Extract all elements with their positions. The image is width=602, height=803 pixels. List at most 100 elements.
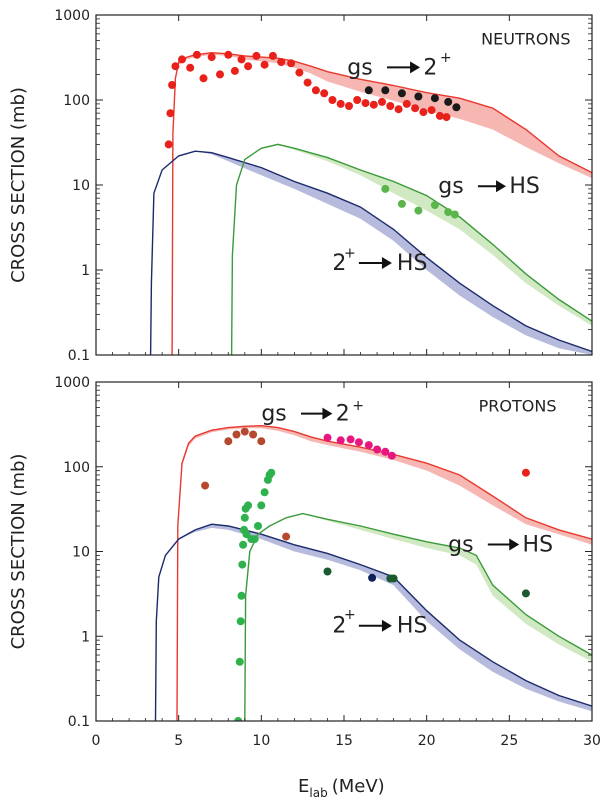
data-point <box>164 140 173 149</box>
x-tick-label: 20 <box>418 733 436 749</box>
data-point <box>387 451 396 460</box>
series-line-2 <box>149 150 592 355</box>
data-point <box>311 86 320 95</box>
x-tick-label: 25 <box>500 733 518 749</box>
x-axis-label: Elab (MeV) <box>298 776 385 800</box>
data-point <box>240 513 249 522</box>
label-2plus-to-hs-plus: + <box>344 607 356 623</box>
y-tick-label: 100 <box>63 93 90 109</box>
x-tick-label: 15 <box>335 733 353 749</box>
data-point <box>414 92 423 101</box>
data-point <box>249 430 258 439</box>
data-point <box>450 210 459 219</box>
data-point <box>178 55 186 64</box>
plot-area <box>149 50 592 355</box>
label-2plus-to-hs-plus: + <box>344 246 356 262</box>
series-band-1 <box>177 425 592 721</box>
arrow-gs-to-hs-head <box>496 180 507 193</box>
data-point <box>353 96 362 104</box>
data-point <box>323 433 332 442</box>
data-point <box>240 427 249 436</box>
data-point <box>171 62 180 71</box>
data-point <box>216 70 224 79</box>
data-point <box>168 81 177 89</box>
y-tick-label: 1000 <box>54 375 90 391</box>
data-point <box>368 573 377 582</box>
data-point <box>230 66 239 75</box>
data-point <box>336 99 345 108</box>
y-tick-label: 10 <box>72 545 90 561</box>
x-tick-label: 5 <box>174 733 183 749</box>
arrow-gs-to-hs-head <box>509 538 520 551</box>
label-2plus-to-hs-2: 2 <box>332 614 346 639</box>
data-point <box>244 501 253 510</box>
data-point <box>186 63 195 72</box>
data-point <box>381 86 390 95</box>
label-2plus-to-hs-2: 2 <box>332 251 346 276</box>
chart-panel-1: 0.1 1 10 100 1000 CROSS SECTION (mb) NEUTRONS g… <box>8 8 593 364</box>
data-point <box>320 89 329 98</box>
data-point <box>166 109 175 118</box>
label-gs-to-hs-gs: gs <box>438 174 463 199</box>
data-point <box>397 199 406 208</box>
label-gs-to-2plus-plus: + <box>352 398 364 414</box>
arrow-gs-to-2plus-head <box>410 61 421 74</box>
label-gs-to-2plus-gs: gs <box>347 55 372 80</box>
data-point <box>419 108 428 117</box>
arrow-gs-to-2plus-head <box>322 407 333 420</box>
data-point <box>234 717 243 721</box>
label-gs-to-2plus-2: 2 <box>336 402 350 427</box>
data-point <box>414 206 423 215</box>
data-point <box>260 60 269 69</box>
data-point <box>267 468 276 477</box>
data-point <box>369 100 378 109</box>
x-tick-label: 0 <box>92 733 101 749</box>
y-tick-label: 0.1 <box>68 348 90 364</box>
panel-title: PROTONS <box>479 396 557 415</box>
data-point <box>250 535 259 544</box>
data-point <box>346 435 355 444</box>
data-point <box>435 111 444 120</box>
data-point <box>378 97 386 106</box>
y-tick-label: 1 <box>81 629 90 645</box>
data-point <box>345 102 353 110</box>
data-point <box>282 532 291 541</box>
series-band-3 <box>244 513 592 721</box>
data-point <box>323 567 332 576</box>
data-point <box>201 481 210 490</box>
data-point <box>381 184 390 193</box>
data-point <box>364 441 373 450</box>
x-tick-label: 10 <box>252 733 270 749</box>
data-point <box>238 560 247 569</box>
data-point <box>430 201 439 210</box>
label-gs-to-hs-hs: HS <box>523 533 554 558</box>
y-axis-label: CROSS SECTION (mb) <box>8 87 29 283</box>
series-line-1 <box>176 424 592 721</box>
label-gs-to-2plus-plus: + <box>440 50 452 66</box>
chart-panel-2: 0 5 10 15 20 25 30 0.1 1 10 100 1000 CROSS SECTION (… <box>8 375 601 800</box>
series-line-2 <box>154 523 592 721</box>
data-point <box>354 438 363 447</box>
data-point <box>386 102 395 110</box>
data-point <box>381 447 390 456</box>
panel-title: NEUTRONS <box>481 29 570 48</box>
data-point <box>452 103 461 112</box>
data-point <box>442 113 451 122</box>
data-point <box>521 468 530 477</box>
data-point <box>373 445 382 454</box>
data-point <box>232 430 241 439</box>
x-axis-label-sub: lab <box>309 786 327 800</box>
arrow-2plus-to-hs-head <box>381 257 392 269</box>
data-point <box>207 53 216 62</box>
data-point <box>444 97 453 106</box>
data-point <box>260 488 269 497</box>
y-tick-label: 1000 <box>54 8 90 24</box>
data-point <box>257 501 266 510</box>
data-point <box>192 50 201 59</box>
data-point <box>268 51 277 60</box>
series-band-2 <box>150 151 592 355</box>
data-point <box>224 437 233 446</box>
data-point <box>364 86 373 95</box>
data-point <box>303 78 312 87</box>
